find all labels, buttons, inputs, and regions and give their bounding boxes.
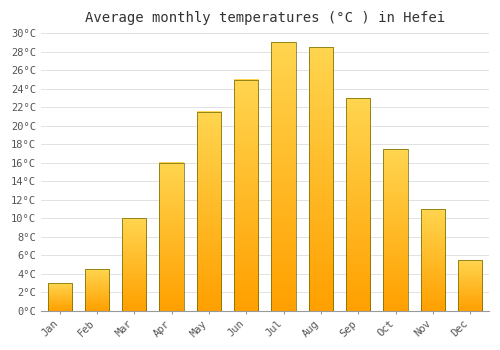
Title: Average monthly temperatures (°C ) in Hefei: Average monthly temperatures (°C ) in He… (85, 11, 445, 25)
Bar (458, 260, 482, 311)
Bar (234, 79, 258, 311)
Bar (197, 112, 221, 311)
Bar (421, 209, 445, 311)
Bar (160, 163, 184, 311)
Bar (48, 283, 72, 311)
Bar (346, 98, 370, 311)
Bar (309, 47, 333, 311)
Bar (122, 218, 146, 311)
Bar (272, 42, 295, 311)
Bar (384, 149, 407, 311)
Bar (85, 269, 109, 311)
